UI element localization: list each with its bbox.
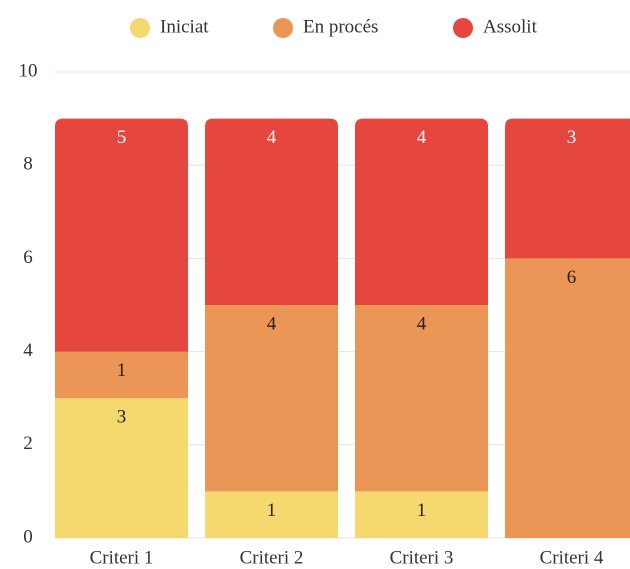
x-tick-label: Criteri 3	[390, 547, 454, 568]
x-tick-label: Criteri 1	[90, 547, 154, 568]
y-tick-label: 2	[23, 433, 33, 454]
x-tick-label: Criteri 2	[240, 547, 304, 568]
y-tick-label: 0	[23, 526, 33, 547]
y-tick-label: 4	[23, 340, 33, 361]
data-label: 1	[417, 500, 427, 521]
bar-segment	[355, 491, 488, 538]
legend-swatch	[130, 18, 150, 38]
data-label: 1	[117, 360, 127, 381]
bar-segment	[55, 351, 188, 399]
bar-segment	[355, 118, 488, 305]
bar-segment	[505, 258, 630, 538]
data-label: 3	[567, 127, 577, 148]
bar-segment	[355, 305, 488, 492]
bar-segment	[55, 398, 188, 538]
bar-segment	[505, 118, 630, 259]
data-label: 1	[267, 500, 277, 521]
data-label: 4	[267, 313, 277, 334]
y-tick-label: 6	[23, 247, 33, 268]
data-label: 4	[417, 127, 427, 148]
data-label: 6	[567, 267, 577, 288]
bar-segment	[55, 118, 188, 352]
x-tick-label: Criteri 4	[540, 547, 604, 568]
legend-label: Iniciat	[160, 16, 209, 37]
data-label: 4	[417, 313, 427, 334]
bar-segment	[205, 491, 338, 538]
legend-swatch	[273, 18, 293, 38]
legend-label: En procés	[303, 16, 378, 37]
legend-label: Assolit	[483, 16, 538, 37]
bar-segment	[205, 305, 338, 492]
y-tick-label: 8	[23, 154, 33, 175]
data-label: 4	[267, 127, 277, 148]
bar-segment	[205, 118, 338, 305]
y-tick-label: 10	[19, 60, 38, 81]
data-label: 5	[117, 127, 127, 148]
legend-swatch	[453, 18, 473, 38]
data-label: 3	[117, 407, 127, 428]
